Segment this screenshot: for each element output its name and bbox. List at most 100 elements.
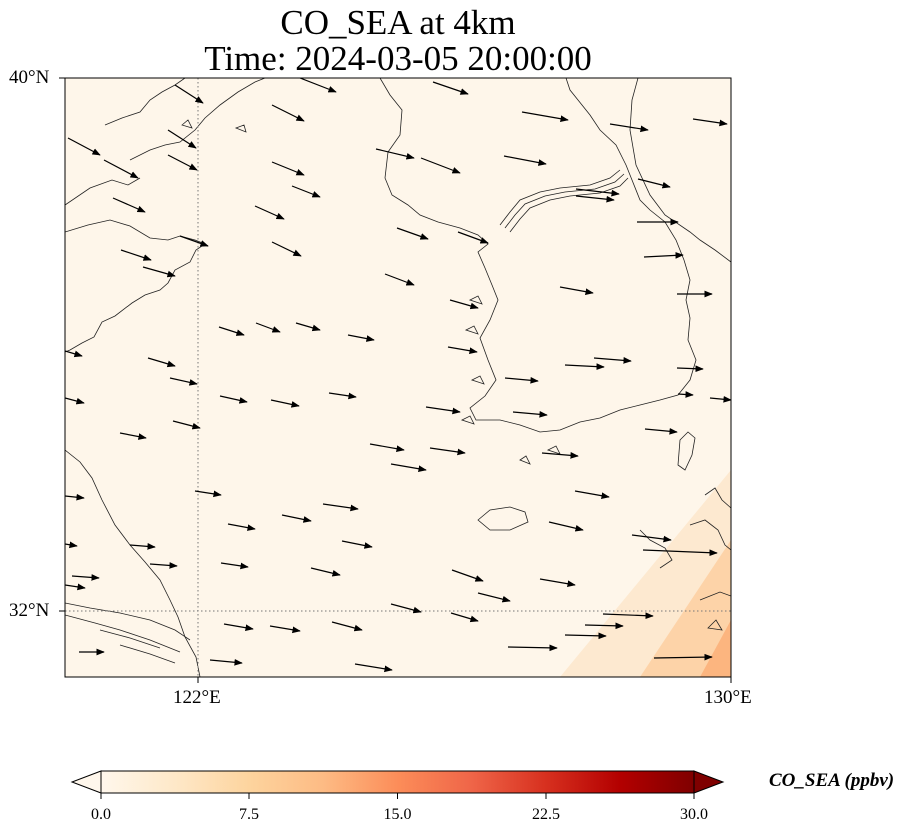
coastlines xyxy=(65,78,731,677)
coastline-bay xyxy=(65,177,141,206)
wind-arrow xyxy=(420,157,461,174)
colorbar-extend-low xyxy=(70,770,102,794)
wind-arrow xyxy=(179,235,209,247)
wind-arrow xyxy=(223,623,254,632)
coastline-korea-north xyxy=(499,169,629,233)
wind-arrow xyxy=(271,161,305,176)
wind-arrow xyxy=(328,392,357,400)
colorbar-tick-4: 30.0 xyxy=(680,806,708,823)
lon-label-130E: 130°E xyxy=(704,687,752,708)
wind-arrow xyxy=(512,410,548,418)
wind-arrow xyxy=(167,129,197,149)
coastline-korea-east xyxy=(629,78,731,263)
wind-arrow xyxy=(559,286,594,295)
wind-arrow xyxy=(593,357,632,364)
axis-ticks xyxy=(59,77,732,683)
colorbar xyxy=(70,770,725,799)
wind-arrow xyxy=(254,205,285,220)
wind-arrow xyxy=(227,523,256,531)
colorbar-tick-0: 0.0 xyxy=(91,806,111,823)
wind-arrow xyxy=(451,569,484,582)
wind-arrow xyxy=(269,625,301,634)
wind-arrow xyxy=(369,443,405,452)
coastline-kyushu xyxy=(639,487,731,631)
wind-arrow xyxy=(575,195,615,203)
wind-arrow xyxy=(167,154,198,171)
wind-arrow xyxy=(574,490,610,499)
wind-arrow xyxy=(507,644,558,652)
wind-arrow xyxy=(281,514,312,523)
yangtze-estuary xyxy=(65,602,191,664)
wind-arrow xyxy=(425,406,461,415)
wind-arrow xyxy=(609,123,649,133)
wind-arrow xyxy=(447,346,478,355)
wind-arrow xyxy=(310,567,341,577)
wind-arrow xyxy=(504,376,539,384)
wind-arrow xyxy=(642,549,718,557)
coastline-tsushima xyxy=(677,431,696,471)
wind-vectors xyxy=(65,78,731,673)
wind-arrow xyxy=(142,266,176,278)
wind-arrow xyxy=(65,397,85,405)
colorbar-tick-1: 7.5 xyxy=(239,806,259,823)
wind-arrow xyxy=(541,452,579,459)
field-band xyxy=(640,540,731,677)
wind-arrow xyxy=(390,603,422,614)
wind-arrow xyxy=(194,490,222,498)
wind-arrow xyxy=(169,377,198,386)
wind-arrow xyxy=(219,395,248,404)
wind-arrow xyxy=(677,391,694,398)
wind-arrow xyxy=(271,104,305,122)
map-frame xyxy=(64,77,732,678)
wind-arrow xyxy=(449,299,479,310)
wind-arrow xyxy=(291,185,321,198)
wind-arrow xyxy=(450,612,479,623)
wind-arrow xyxy=(539,578,576,588)
wind-arrow xyxy=(457,231,489,244)
field-band xyxy=(700,620,731,677)
wind-arrow xyxy=(653,653,713,661)
wind-arrow xyxy=(564,632,607,640)
wind-arrow xyxy=(220,562,249,570)
wind-arrow xyxy=(120,249,152,261)
wind-arrow xyxy=(71,574,100,581)
wind-arrow xyxy=(584,622,624,630)
colorbar-bar xyxy=(100,770,695,794)
wind-arrow xyxy=(637,178,671,189)
wind-arrow xyxy=(341,540,373,549)
coastline-jeju xyxy=(477,506,529,531)
wind-arrow xyxy=(602,612,654,620)
wind-arrow xyxy=(375,148,415,160)
wind-arrow xyxy=(548,521,584,532)
wind-arrow xyxy=(521,111,569,123)
wind-arrow xyxy=(209,658,243,666)
wind-arrow xyxy=(643,252,684,259)
wind-arrow xyxy=(644,427,678,435)
colorbar-tick-2: 15.0 xyxy=(383,806,412,823)
wind-arrow xyxy=(432,81,469,95)
wind-arrow xyxy=(172,420,201,430)
wind-arrow xyxy=(119,432,147,440)
wind-arrow xyxy=(384,273,415,286)
wind-arrow xyxy=(65,350,83,358)
wind-arrow xyxy=(147,357,176,368)
wind-arrow xyxy=(149,562,178,569)
colorbar-extend-high xyxy=(693,770,725,794)
wind-arrow xyxy=(65,493,85,501)
map-title-line1: CO_SEA at 4km xyxy=(280,3,516,42)
wind-arrow xyxy=(129,543,156,550)
colorbar-tick-3: 22.5 xyxy=(532,806,560,823)
wind-arrow xyxy=(295,322,321,332)
wind-arrow xyxy=(676,365,704,373)
wind-arrow xyxy=(503,155,547,166)
wind-arrow xyxy=(564,363,605,370)
wind-arrow xyxy=(67,137,101,156)
wind-arrow xyxy=(255,322,281,333)
wind-arrow xyxy=(477,592,511,603)
wind-arrow xyxy=(429,447,466,456)
wind-arrow xyxy=(65,583,86,591)
coastline-china xyxy=(65,219,206,353)
map-title-line2: Time: 2024-03-05 20:00:00 xyxy=(204,39,592,78)
gridlines xyxy=(65,78,731,677)
